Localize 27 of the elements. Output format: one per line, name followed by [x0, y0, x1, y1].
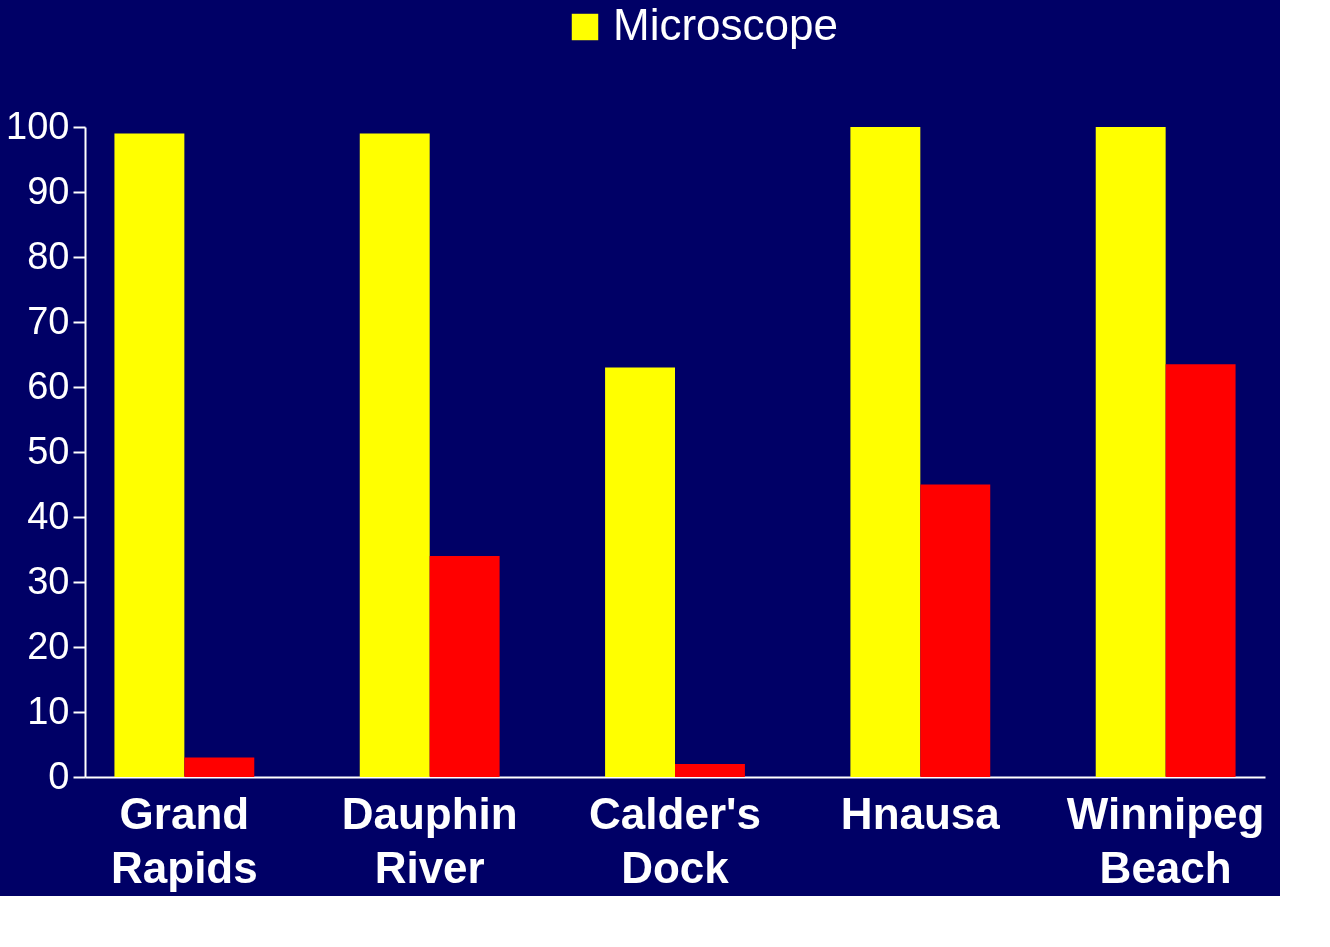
y-tick-label: 10	[27, 689, 70, 732]
x-tick-label: Grand Rapids	[111, 788, 258, 892]
y-tick-label: 70	[27, 299, 70, 342]
y-tick-label: 80	[27, 234, 70, 277]
x-tick-label: Calder's Dock	[589, 788, 761, 892]
bar	[920, 484, 991, 777]
bar	[184, 757, 255, 777]
x-tick-label: Dauphin River	[341, 788, 518, 892]
bar	[675, 764, 745, 777]
bar	[114, 133, 185, 777]
x-tick-label: Winnipeg Beach	[1066, 788, 1265, 892]
bar	[850, 127, 921, 777]
x-tick-label: Hnausa	[840, 788, 1001, 838]
legend-label: Microscope	[613, 0, 838, 49]
bar	[1165, 364, 1236, 777]
y-tick-label: 30	[27, 559, 70, 602]
y-tick-label: 100	[6, 104, 70, 147]
y-tick-label: 0	[48, 754, 70, 797]
bar	[359, 133, 430, 777]
y-tick-label: 20	[27, 624, 70, 667]
y-tick-label: 40	[27, 494, 70, 537]
y-tick-label: 90	[27, 169, 70, 212]
y-tick-label: 50	[27, 429, 70, 472]
bar	[429, 556, 500, 777]
bar	[1095, 127, 1166, 777]
bar	[605, 367, 675, 777]
y-tick-label: 60	[27, 364, 70, 407]
